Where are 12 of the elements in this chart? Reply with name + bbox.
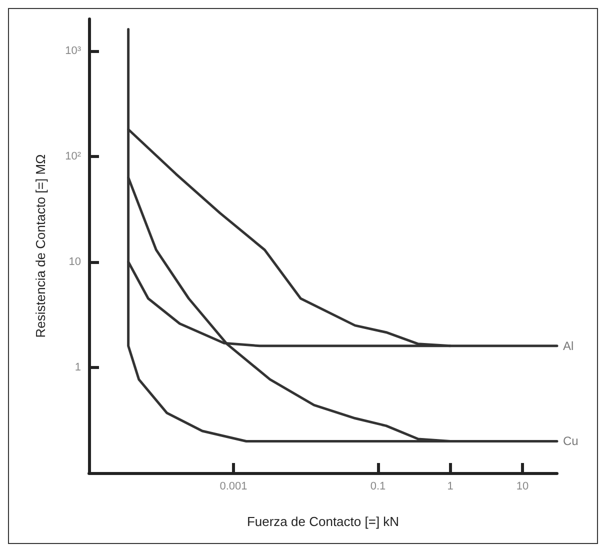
y-tick-label: 10³ [65,44,82,57]
y-tick-label: 10 [68,256,81,268]
x-axis-title: Fuerza de Contacto [=] kN [246,514,400,529]
series-label: Cu [563,434,578,448]
x-tick-label: 1 [447,480,454,492]
y-tick-label: 10² [65,150,82,162]
series-label: Al [563,338,574,353]
x-tick-label: 0.1 [370,480,386,492]
y-tick-label: 1 [74,361,81,374]
y-axis-title: Resistencia de Contacto [=] MΩ [33,154,48,338]
x-tick-label: 0.001 [220,480,248,492]
x-tick-label: 10 [516,480,529,492]
